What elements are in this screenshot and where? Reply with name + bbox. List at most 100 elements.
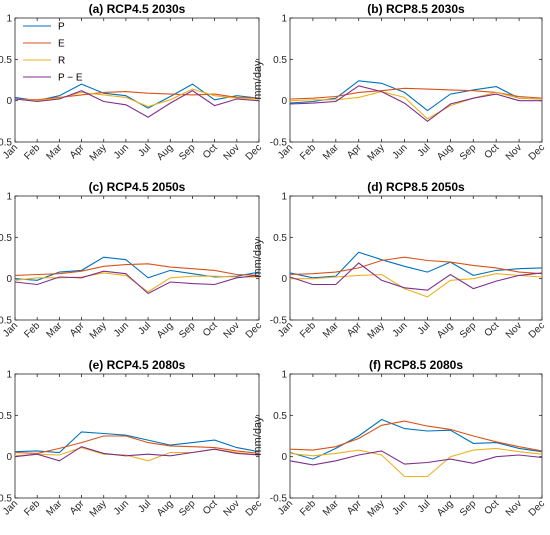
x-tick-label: Jun: [112, 320, 131, 339]
y-tick-label: 0: [281, 96, 287, 107]
x-tick-label: Aug: [435, 498, 455, 518]
series-line-r: [289, 447, 543, 478]
y-tick-label: 1: [6, 370, 12, 381]
x-tick-label: Oct: [201, 142, 220, 161]
y-tick-label: 0.5: [0, 233, 12, 244]
axes-box: [289, 195, 543, 321]
y-tick-label: 0: [6, 452, 12, 463]
series-line-e: [14, 91, 260, 101]
x-tick-label: Sep: [177, 142, 198, 163]
x-tick-label: Oct: [201, 498, 220, 517]
y-tick-label: 1: [6, 192, 12, 203]
y-tick-label: 0.5: [0, 411, 12, 422]
x-tick-label: Jun: [390, 498, 409, 517]
x-tick-label: Apr: [68, 142, 87, 161]
x-tick-label: Oct: [201, 320, 220, 339]
chart-title: (f) RCP8.5 2080s: [369, 358, 463, 372]
x-tick-label: Dec: [527, 142, 547, 162]
y-tick-label: 0: [6, 96, 12, 107]
x-tick-label: Sep: [458, 320, 479, 341]
x-tick-label: Jul: [136, 320, 153, 337]
y-tick-label: -0.5: [270, 316, 288, 327]
x-tick-label: Feb: [22, 320, 42, 340]
x-tick-label: May: [366, 320, 387, 341]
x-tick-label: Jul: [136, 142, 153, 159]
chart-title: (e) RCP4.5 2080s: [89, 358, 186, 372]
x-tick-label: Mar: [45, 320, 65, 340]
x-tick-label: Aug: [435, 320, 455, 340]
x-tick-label: Dec: [527, 320, 547, 340]
x-tick-label: Feb: [298, 142, 318, 162]
x-tick-label: Aug: [155, 142, 175, 162]
x-tick-label: Jun: [390, 320, 409, 339]
x-tick-label: Nov: [504, 320, 524, 340]
series-line-e: [289, 256, 543, 276]
x-tick-label: Mar: [321, 498, 341, 518]
y-tick-label: 0: [6, 274, 12, 285]
x-tick-label: Apr: [345, 498, 364, 517]
y-axis-label: mm/day: [252, 238, 264, 278]
chart-title: (d) RCP8.5 2050s: [367, 180, 465, 194]
x-tick-label: Nov: [222, 498, 242, 518]
y-tick-label: -0.5: [270, 494, 288, 505]
chart-title: (a) RCP4.5 2030s: [89, 2, 186, 16]
x-tick-label: Oct: [483, 498, 502, 517]
x-tick-label: Nov: [504, 142, 524, 162]
y-tick-label: 1: [281, 14, 287, 25]
y-tick-label: 0.5: [273, 233, 287, 244]
x-tick-label: Jun: [112, 142, 131, 161]
x-tick-label: Oct: [483, 142, 502, 161]
x-tick-label: Feb: [298, 498, 318, 518]
x-tick-label: Sep: [458, 498, 479, 519]
x-tick-label: Jul: [416, 498, 433, 515]
legend-entry: P − E: [58, 73, 83, 84]
x-tick-label: May: [366, 498, 387, 519]
series-line-r: [14, 88, 260, 108]
x-tick-label: Nov: [222, 142, 242, 162]
axes-box: [14, 195, 260, 321]
x-tick-label: Mar: [45, 498, 65, 518]
axes-box: [289, 17, 543, 143]
y-tick-label: -0.5: [0, 494, 12, 505]
x-tick-label: May: [88, 142, 109, 163]
axes-box: [14, 373, 260, 499]
x-tick-label: Aug: [155, 320, 175, 340]
x-tick-label: Feb: [22, 498, 42, 518]
y-tick-label: -0.5: [0, 138, 12, 149]
x-tick-label: Mar: [321, 320, 341, 340]
chart-panel-5: (e) RCP4.5 2080smm/day10.50-0.5JanFebMar…: [0, 358, 264, 519]
x-tick-label: Apr: [345, 320, 364, 339]
series-line-e: [14, 263, 260, 276]
x-tick-label: Aug: [155, 498, 175, 518]
y-tick-label: -0.5: [270, 138, 288, 149]
x-tick-label: Nov: [222, 320, 242, 340]
x-tick-label: Sep: [177, 320, 198, 341]
series-line-e: [289, 420, 543, 452]
x-tick-label: Mar: [45, 142, 65, 162]
x-tick-label: Aug: [435, 142, 455, 162]
x-tick-label: Jun: [112, 498, 131, 517]
series-line-r: [290, 273, 543, 298]
y-tick-label: -0.5: [0, 316, 12, 327]
x-tick-label: Oct: [483, 320, 502, 339]
series-line-p-minus_e: [289, 85, 542, 122]
x-tick-label: May: [88, 320, 109, 341]
series-line-p: [289, 418, 543, 460]
axes-box: [289, 373, 543, 499]
legend-entry: P: [58, 22, 65, 33]
x-tick-label: May: [366, 142, 387, 163]
chart-panel-1: (a) RCP4.5 2030smm/day10.50-0.5JanFebMar…: [0, 2, 264, 163]
x-tick-label: Feb: [22, 142, 42, 162]
x-tick-label: Dec: [244, 320, 264, 340]
y-tick-label: 0.5: [0, 55, 12, 66]
series-line-p-minus_e: [14, 446, 260, 462]
y-tick-label: 1: [6, 14, 12, 25]
y-tick-label: 1: [281, 192, 287, 203]
series-line-r: [289, 91, 543, 120]
legend: PER P − E: [23, 22, 83, 84]
